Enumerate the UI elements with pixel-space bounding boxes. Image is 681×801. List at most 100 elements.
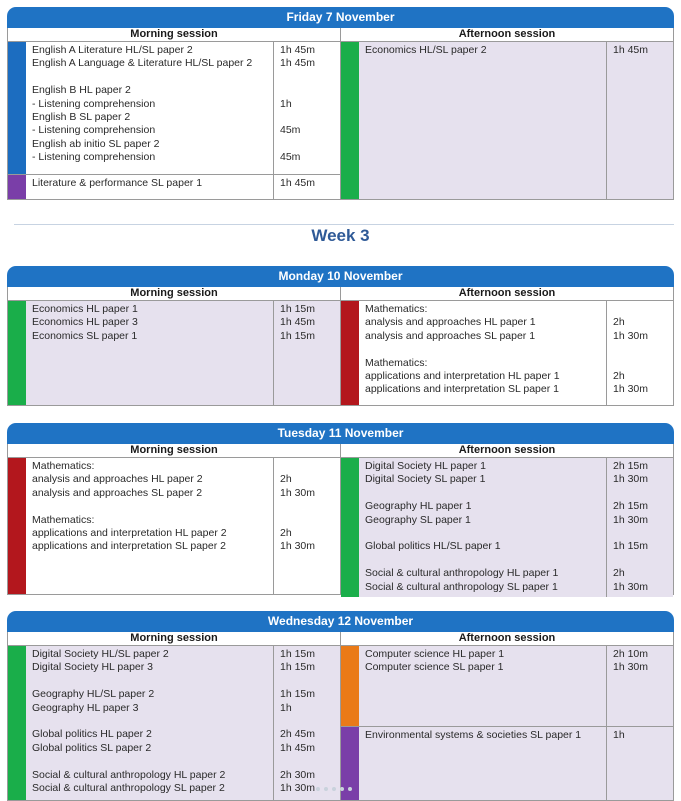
afternoon-session: Afternoon session Computer science HL pa… <box>340 632 673 800</box>
morning-session: Morning session English A Literature HL/… <box>8 28 340 199</box>
exam-subject: Economics HL paper 3 <box>32 316 138 329</box>
subject-list: Economics HL/SL paper 2 <box>359 42 607 199</box>
exam-subject: analysis and approaches HL paper 1 <box>365 316 536 329</box>
exam-subject: Geography SL paper 1 <box>365 513 471 526</box>
page-dot <box>316 787 320 791</box>
week-divider <box>14 224 674 225</box>
session-label: Morning session <box>8 444 340 458</box>
exam-subject: Literature & performance SL paper 1 <box>32 177 203 189</box>
spacer <box>613 357 669 370</box>
day-friday: Friday 7 November Morning session Englis… <box>7 7 674 200</box>
duration-list: 1h 15m 1h 45m 1h 15m <box>274 301 340 405</box>
day-wednesday: Wednesday 12 November Morning session Di… <box>7 611 674 801</box>
day-tuesday: Tuesday 11 November Morning session Math… <box>7 423 674 597</box>
session-label: Afternoon session <box>341 28 673 42</box>
spacer <box>280 460 336 473</box>
session-label: Morning session <box>8 287 340 301</box>
exam-subject: analysis and approaches HL paper 2 <box>32 473 203 486</box>
exam-block: Literature & performance SL paper 1 1h 4… <box>8 175 340 199</box>
session-label: Afternoon session <box>341 632 673 646</box>
exam-subject: Economics HL paper 1 <box>32 303 138 315</box>
day-title: Tuesday 11 November <box>7 423 674 444</box>
spacer <box>365 527 601 540</box>
duration-list: 1h 15m 1h 15m 1h 15m 1h 2h 45m 1h 45m 2h 30m 1h… <box>274 646 340 800</box>
spacer <box>365 343 601 356</box>
exam-duration: 1h 30m <box>613 580 649 593</box>
exam-block: Economics HL paper 1 Economics HL paper 3… <box>8 301 340 405</box>
subject-group-color-bar <box>8 175 26 199</box>
exam-block: Economics HL/SL paper 2 1h 45m <box>341 42 673 199</box>
exam-subject: Digital Society HL paper 1 <box>365 460 487 472</box>
exam-duration: 2h <box>280 526 292 539</box>
exam-subject: Global politics HL paper 2 <box>32 728 152 741</box>
exam-duration: 1h 30m <box>613 513 649 526</box>
exam-duration: 45m <box>280 151 301 164</box>
exam-duration: 1h <box>280 97 292 110</box>
exam-subject: English B SL paper 2 <box>32 110 131 123</box>
exam-duration: 2h 15m <box>613 460 649 472</box>
spacer <box>32 675 268 688</box>
exam-duration: 1h 15m <box>280 688 316 701</box>
exam-subject: English ab initio SL paper 2 <box>32 137 160 150</box>
exam-subject: applications and interpretation HL paper… <box>32 526 227 539</box>
exam-block: Mathematics: analysis and approaches HL p… <box>341 301 673 405</box>
session-table: Morning session Economics HL paper 1 Econ… <box>7 287 674 406</box>
exam-duration: 1h <box>613 729 625 741</box>
session-table: Morning session Mathematics: analysis and… <box>7 444 674 597</box>
exam-subject: applications and interpretation HL paper… <box>365 369 560 382</box>
subject-group-color-bar <box>8 42 26 174</box>
session-table: Morning session Digital Society HL/SL pa… <box>7 632 674 801</box>
exam-subject: Geography HL paper 3 <box>32 701 139 714</box>
afternoon-session: Afternoon session Economics HL/SL paper … <box>340 28 673 199</box>
exam-subject: Mathematics: <box>365 303 428 315</box>
exam-duration: 2h 30m <box>280 768 316 781</box>
duration-list: 1h 45m <box>607 42 673 199</box>
exam-duration: 1h 30m <box>280 540 316 553</box>
morning-session: Morning session Economics HL paper 1 Econ… <box>8 287 340 405</box>
subject-list: Economics HL paper 1 Economics HL paper 3… <box>26 301 274 405</box>
spacer <box>613 554 669 567</box>
subject-list: Digital Society HL paper 1 Digital Societ… <box>359 458 607 597</box>
exam-duration: 2h 45m <box>280 728 316 741</box>
exam-subject: Mathematics: <box>32 460 95 472</box>
exam-duration: 1h 15m <box>280 661 316 674</box>
afternoon-session: Afternoon session Digital Society HL pap… <box>340 444 673 597</box>
exam-duration: 1h 45m <box>280 57 316 70</box>
spacer <box>32 715 268 728</box>
page-dot <box>332 787 336 791</box>
exam-subject: Global politics SL paper 2 <box>32 741 152 754</box>
exam-subject: applications and interpretation SL paper… <box>365 383 559 396</box>
spacer <box>280 755 336 768</box>
exam-subject: Mathematics: <box>32 513 95 526</box>
session-label: Afternoon session <box>341 444 673 458</box>
exam-subject: analysis and approaches SL paper 2 <box>32 486 203 499</box>
day-title: Monday 10 November <box>7 266 674 287</box>
exam-duration: 2h 15m <box>613 500 649 513</box>
exam-subject: Digital Society SL paper 1 <box>365 473 486 486</box>
spacer <box>280 71 336 84</box>
exam-block: Digital Society HL paper 1 Digital Societ… <box>341 458 673 597</box>
exam-subject: Global politics HL/SL paper 1 <box>365 540 501 553</box>
exam-block: English A Literature HL/SL paper 2 Englis… <box>8 42 340 175</box>
subject-group-color-bar <box>341 727 359 800</box>
exam-block: Digital Society HL/SL paper 2 Digital Soc… <box>8 646 340 800</box>
exam-duration: 1h 30m <box>613 329 649 342</box>
exam-duration: 1h 45m <box>280 44 316 56</box>
exam-block: Environmental systems & societies SL pap… <box>341 727 673 800</box>
subject-group-color-bar <box>341 458 359 597</box>
exam-subject: Social & cultural anthropology HL paper … <box>365 567 559 580</box>
exam-subject: applications and interpretation SL paper… <box>32 540 226 553</box>
exam-subject: - Listening comprehension <box>32 97 156 110</box>
exam-subject: Geography HL/SL paper 2 <box>32 688 155 701</box>
exam-subject: Social & cultural anthropology SL paper … <box>32 781 225 794</box>
spacer <box>365 554 601 567</box>
exam-duration: 1h 45m <box>280 316 316 329</box>
spacer <box>32 71 268 84</box>
spacer <box>613 303 669 316</box>
session-label: Afternoon session <box>341 287 673 301</box>
exam-subject: English A Language & Literature HL/SL pa… <box>32 57 253 70</box>
week-heading: Week 3 <box>311 226 370 245</box>
exam-subject: Geography HL paper 1 <box>365 500 472 513</box>
spacer <box>613 527 669 540</box>
spacer <box>613 343 669 356</box>
